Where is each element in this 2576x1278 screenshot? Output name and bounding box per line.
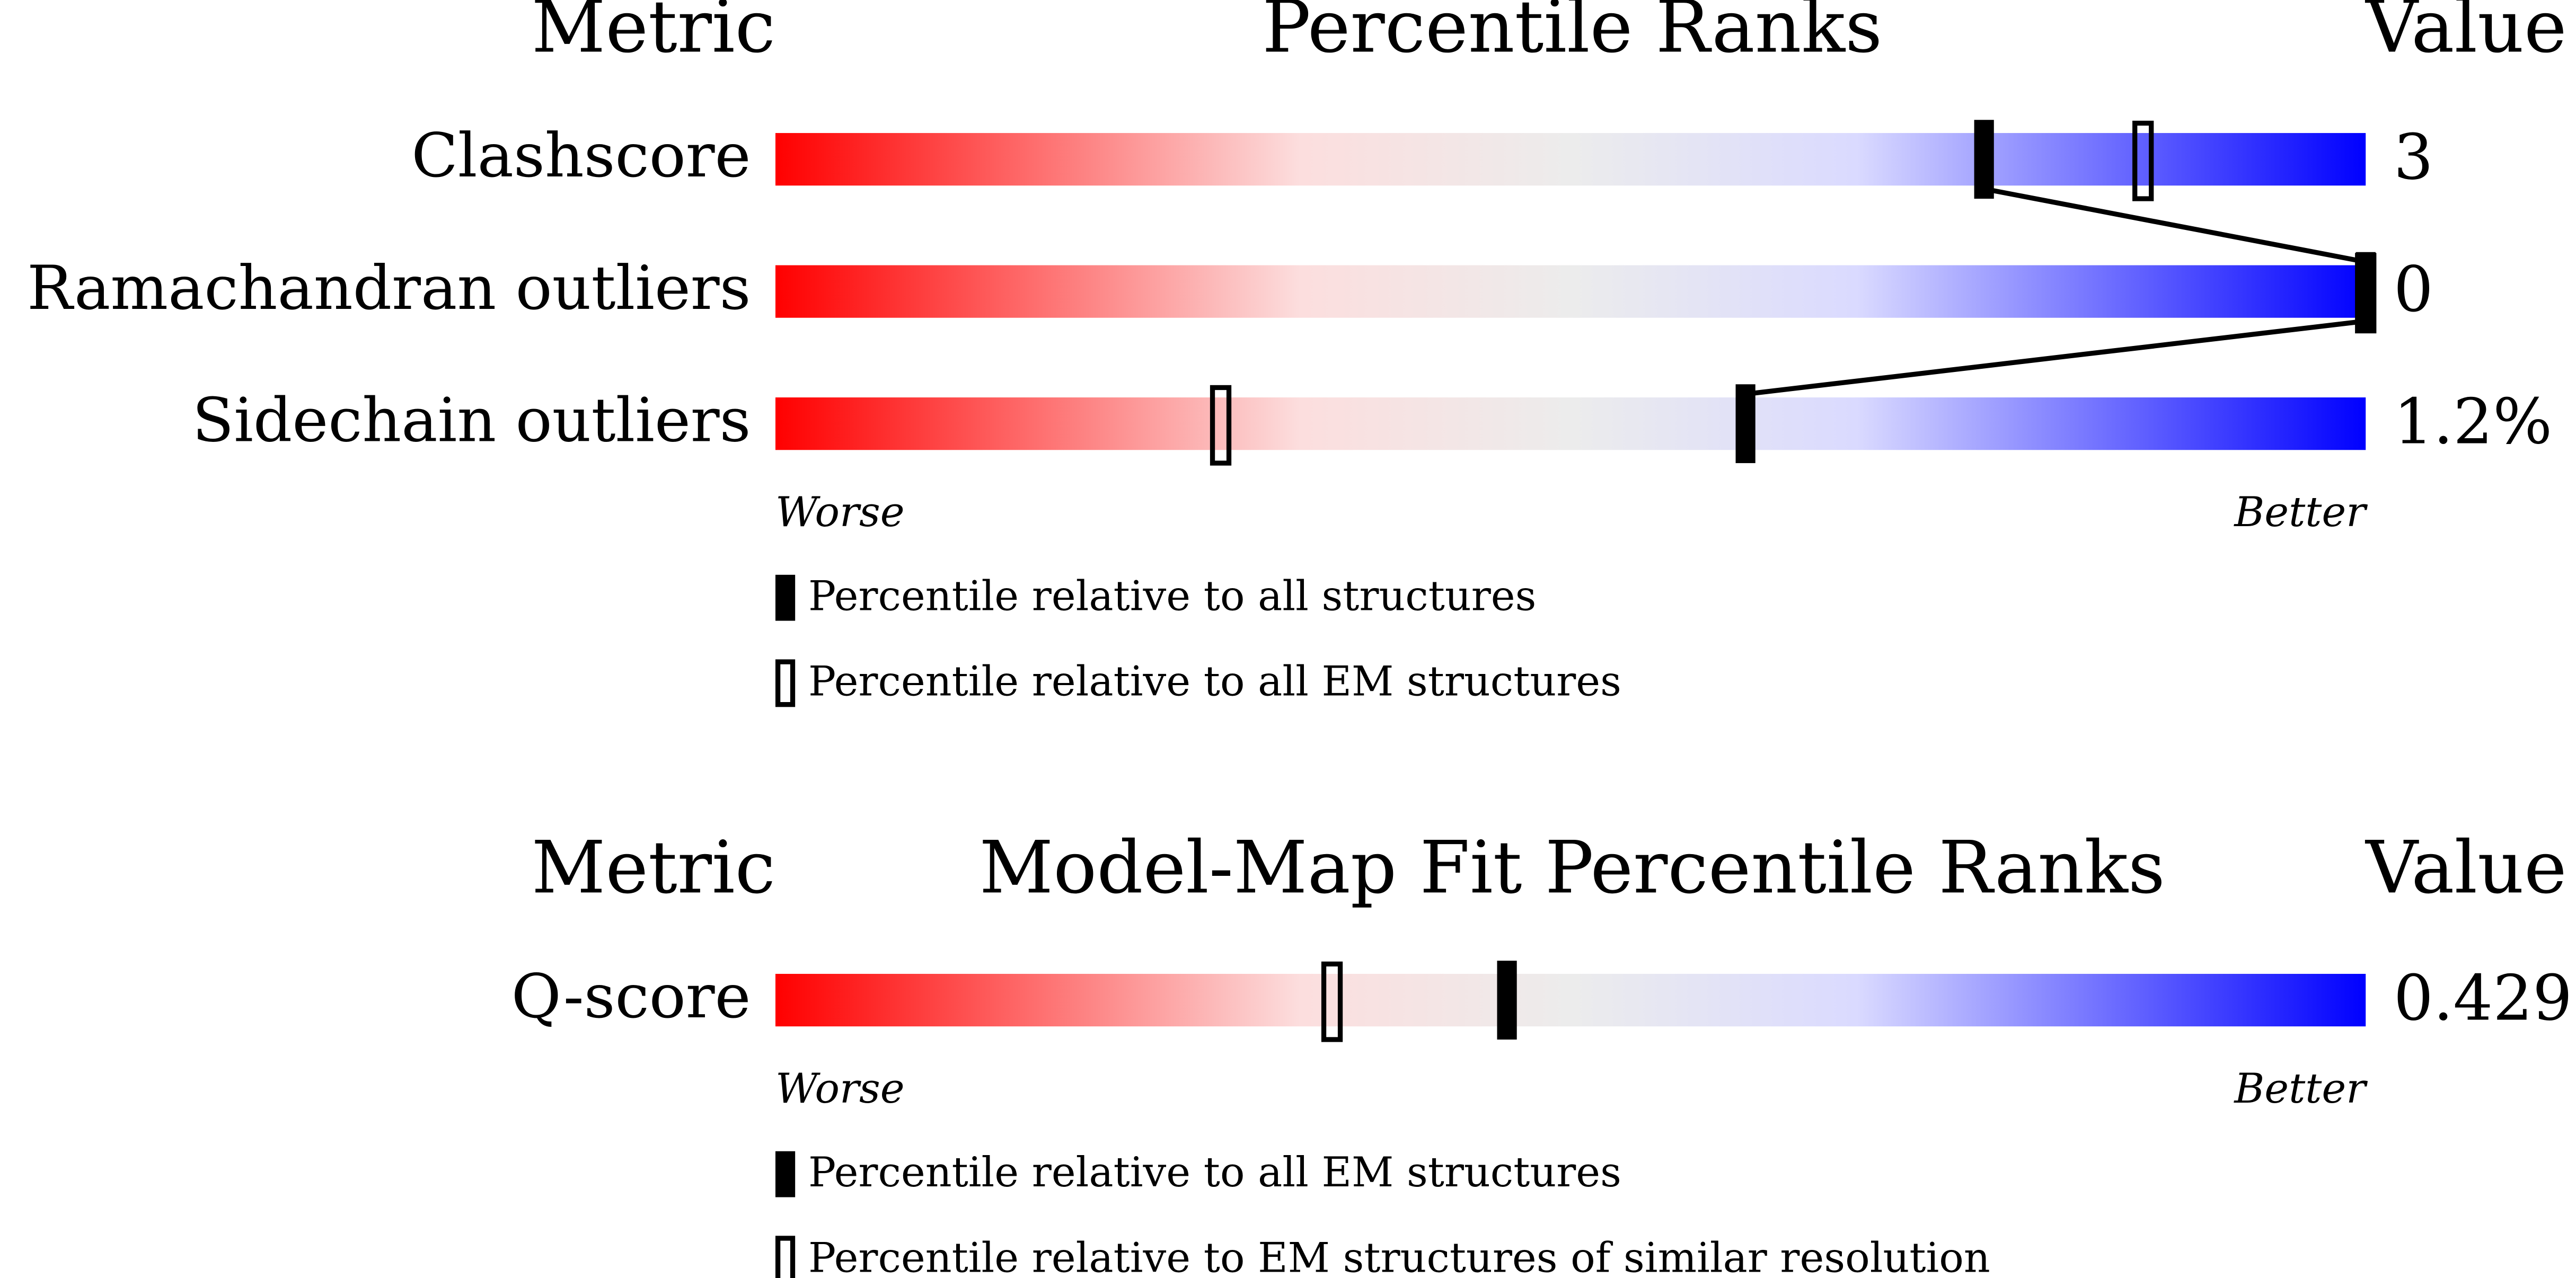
title-header: Percentile Ranks [1262,0,1882,69]
legend-filled-icon [775,574,796,621]
better-label: Better [2233,1065,2368,1113]
filled-marker [1735,384,1755,464]
metric-label: Clashscore [411,121,751,191]
legend-open-icon [775,1236,796,1278]
metric-label: Ramachandran outliers [27,253,751,324]
slider-bar [775,397,2366,450]
legend-open: Percentile relative to EM structures of … [808,1234,1990,1278]
value-header: Value [2365,0,2566,69]
slider-bar [775,133,2366,186]
filled-marker [2356,252,2376,331]
legend-filled: Percentile relative to all structures [808,572,1536,620]
legend-filled-icon [775,1151,796,1197]
metric-value: 0 [2394,253,2433,326]
value-header: Value [2365,826,2566,910]
title-header: Model-Map Fit Percentile Ranks [980,826,2165,910]
metric-value: 1.2% [2394,385,2552,458]
legend-open: Percentile relative to all EM structures [808,658,1621,705]
worse-label: Worse [775,489,905,536]
metric-value: 3 [2394,121,2433,193]
legend-open-icon [775,659,796,707]
connector-line [1983,186,2367,264]
open-marker [2132,120,2154,201]
slider-bar [775,265,2366,318]
metric-value: 0.429 [2394,962,2572,1034]
worse-label: Worse [775,1065,905,1113]
legend-filled: Percentile relative to all EM structures [808,1149,1621,1196]
filled-marker [1497,961,1517,1040]
metric-header: Metric [532,826,775,910]
metric-label: Q-score [511,962,751,1032]
slider-bar [775,973,2366,1027]
connector-line [1745,318,2366,397]
metric-header: Metric [532,0,775,69]
open-marker [1210,385,1232,466]
metric-label: Sidechain outliers [192,385,751,456]
better-label: Better [2233,489,2368,536]
open-marker [1321,961,1343,1042]
filled-marker [1974,120,1994,199]
